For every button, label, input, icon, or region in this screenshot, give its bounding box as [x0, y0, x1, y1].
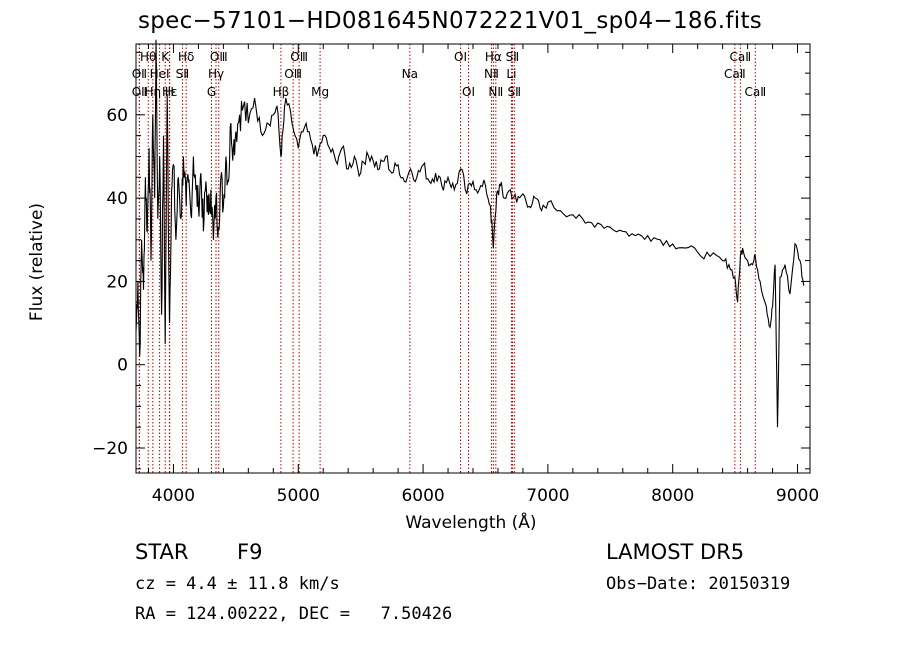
spectrum-series: [135, 39, 805, 428]
y-tick-label: −20: [92, 439, 128, 459]
y-tick-label: 0: [117, 356, 128, 376]
line-marker-label-7: H: [165, 85, 174, 99]
line-marker-label-3: Hη: [145, 85, 162, 99]
line-marker-label-2: OⅡ: [132, 67, 147, 81]
x-tick-label: 9000: [776, 486, 819, 506]
y-tick-label: 60: [106, 106, 128, 126]
object-class: STAR: [135, 540, 189, 564]
line-marker-label-13: Hβ: [273, 85, 290, 99]
line-marker-label-27: CaⅡ: [730, 50, 752, 64]
coordinates-readout: RA = 124.00222, DEC = 7.50426: [135, 604, 453, 624]
axis-ticks: 4000 5000 6000 7000 8000 9000 −20 0 20 40 60: [92, 44, 819, 506]
x-tick-label: 4000: [152, 486, 195, 506]
line-marker-label-10: G: [207, 85, 216, 99]
line-marker-label-17: Na: [402, 67, 418, 81]
line-marker-label-23: Li: [506, 67, 516, 81]
line-marker-label-4: HeⅠ: [150, 67, 170, 81]
x-tick-label: 5000: [277, 486, 320, 506]
line-marker-label-16: Mg: [311, 85, 329, 99]
object-subclass: F9: [237, 540, 263, 564]
line-marker-label-19: OⅠ: [462, 85, 475, 99]
line-marker-label-8: SⅡ: [176, 67, 190, 81]
plot-frame: [135, 43, 811, 474]
observation-date: Obs−Date: 20150319: [606, 574, 791, 594]
line-marker-label-0: OⅡ: [132, 85, 147, 99]
line-marker-label-22: NⅡ: [488, 85, 503, 99]
survey-name: LAMOST DR5: [606, 540, 745, 564]
line-marker-label-26: CaⅡ: [724, 67, 746, 81]
y-tick-label: 40: [106, 189, 128, 209]
x-tick-label: 8000: [651, 486, 694, 506]
line-marker-label-28: CaⅡ: [745, 85, 767, 99]
line-marker-group: [138, 44, 756, 473]
spectrum-line: [135, 39, 805, 428]
y-axis-label: Flux (relative): [27, 203, 47, 321]
line-marker-label-14: OⅢ: [284, 67, 302, 81]
line-marker-label-20: NⅡ: [484, 67, 499, 81]
line-marker-label-12: OⅢ: [210, 50, 228, 64]
line-marker-label-6: Hε: [162, 85, 178, 99]
line-marker-label-18: OⅠ: [454, 50, 467, 64]
y-tick-label: 20: [106, 272, 128, 292]
x-tick-label: 7000: [526, 486, 569, 506]
line-marker-label-15: OⅢ: [290, 50, 308, 64]
line-marker-label-24: SⅡ: [506, 50, 520, 64]
line-marker-label-11: Hγ: [208, 67, 224, 81]
redshift-readout: cz = 4.4 ± 11.8 km/s: [135, 574, 340, 594]
x-tick-label: 6000: [401, 486, 444, 506]
x-axis-label: Wavelength (Å): [405, 511, 536, 533]
line-marker-label-1: Hθ: [140, 50, 156, 64]
line-marker-label-9: Hδ: [178, 50, 194, 64]
line-marker-label-5: K: [161, 50, 170, 64]
line-marker-label-25: SⅡ: [508, 85, 522, 99]
line-marker-labels: OⅡHθOⅡHηHeⅠKHεHSⅡHδGHγOⅢHβOⅢOⅢMgNaOⅠOⅠNⅡ…: [132, 50, 766, 99]
chart-title: spec−57101−HD081645N072221V01_sp04−186.f…: [137, 8, 763, 34]
line-marker-label-21: Hα: [485, 50, 502, 64]
